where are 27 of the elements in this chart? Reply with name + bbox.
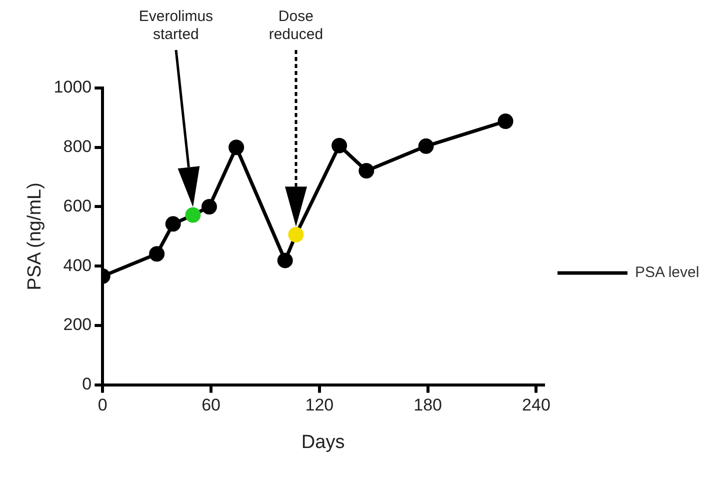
y-tick-label: 600 bbox=[63, 196, 92, 216]
text: Dose reduced bbox=[268, 8, 324, 44]
x-tick-label: 120 bbox=[305, 396, 334, 415]
y-tick-label: 0 bbox=[82, 374, 92, 394]
point bbox=[358, 163, 374, 179]
x-axis-title: Days bbox=[301, 432, 345, 453]
point bbox=[288, 226, 304, 242]
point bbox=[498, 113, 514, 129]
text: Everolimus started bbox=[138, 8, 214, 44]
point bbox=[277, 252, 293, 268]
x-tick-label: 60 bbox=[202, 396, 220, 415]
y-axis-title: PSA (ng/mL) bbox=[24, 182, 46, 290]
point bbox=[165, 216, 181, 232]
point bbox=[185, 207, 201, 223]
point bbox=[201, 198, 217, 214]
point bbox=[332, 138, 348, 154]
legend-label: PSA level bbox=[634, 264, 700, 282]
y-tick-label: 400 bbox=[63, 256, 92, 275]
y-tick-label: 200 bbox=[63, 315, 92, 334]
x-tick-label: 0 bbox=[98, 396, 108, 415]
point bbox=[418, 138, 434, 154]
x-tick-label: 180 bbox=[414, 396, 442, 415]
y-tick-label: 800 bbox=[63, 137, 92, 156]
x-tick-label: 240 bbox=[522, 396, 550, 415]
y-tick-label: 1000 bbox=[54, 78, 92, 97]
point bbox=[228, 140, 244, 156]
point bbox=[149, 246, 165, 262]
